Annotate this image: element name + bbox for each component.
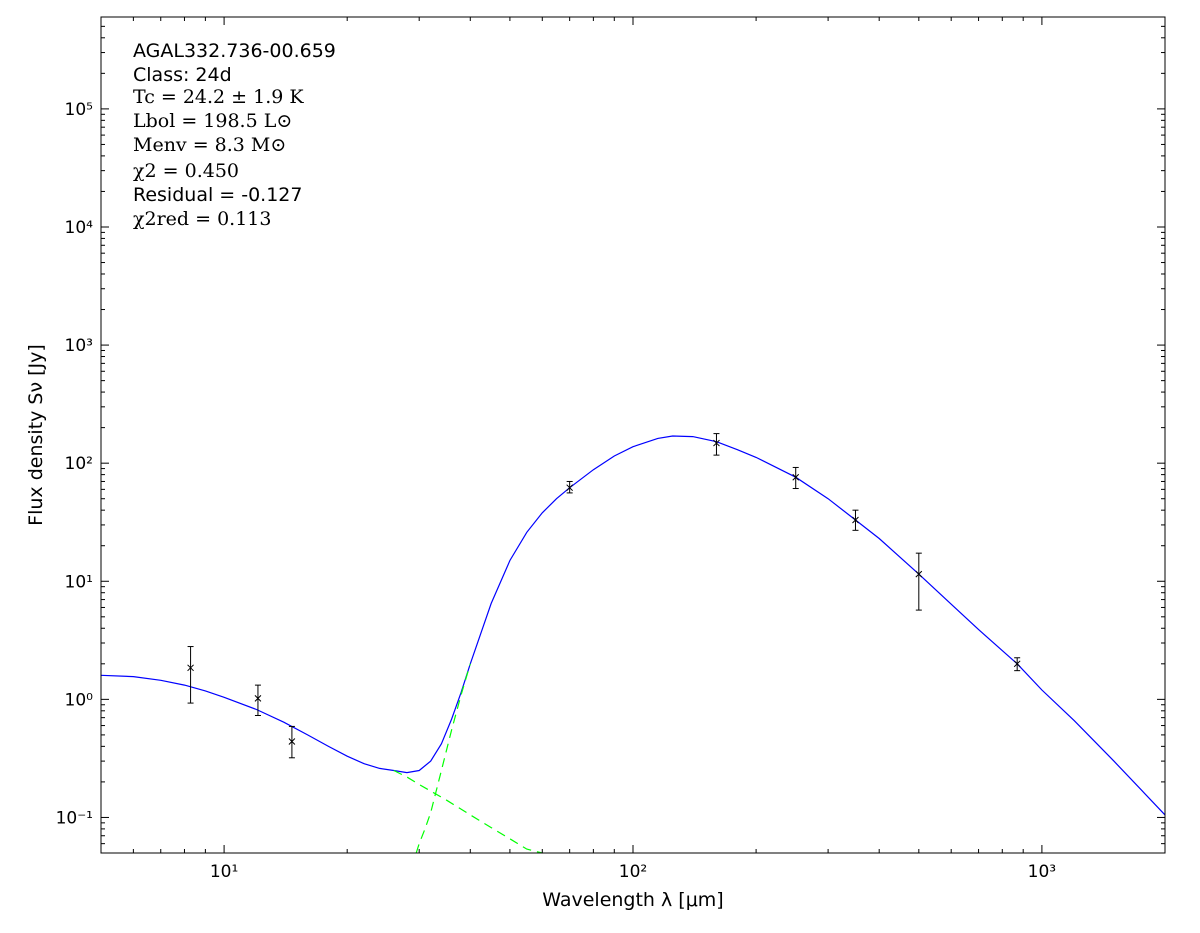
source-name: AGAL332.736-00.659 <box>133 40 336 62</box>
data-marker <box>288 738 296 745</box>
data-marker <box>187 664 194 672</box>
y-tick-label: 10⁵ <box>65 100 93 120</box>
data-marker <box>852 516 859 524</box>
class-label: Class: 24d <box>133 64 232 86</box>
data-marker <box>1013 660 1021 668</box>
y-axis-label: Flux density Sν [Jy] <box>25 344 47 526</box>
data-point <box>566 480 574 494</box>
y-tick-label: 10³ <box>65 336 93 356</box>
data-marker <box>566 484 574 492</box>
x-tick-label: 10³ <box>1028 862 1056 882</box>
axis-ticks: 10¹ 10² 10³ 10⁻¹ 10⁰ 10¹ 10² 10³ 10⁴ 10⁵ <box>56 16 1166 882</box>
x-tick-label: 10¹ <box>210 862 238 882</box>
y-tick-label: 10¹ <box>65 572 93 592</box>
component-curve-1 <box>393 769 543 854</box>
data-point <box>254 684 262 716</box>
data-layer <box>100 433 1166 854</box>
residual-annotation: Residual = -0.127 <box>133 184 303 206</box>
chi2-annotation: χ2 = 0.450 <box>133 160 239 182</box>
data-marker <box>792 473 800 481</box>
menv-annotation: Menv = 8.3 M⊙ <box>133 134 287 156</box>
data-marker <box>254 694 262 702</box>
data-point <box>713 433 720 456</box>
data-marker <box>915 570 923 578</box>
data-point <box>915 552 923 611</box>
data-point <box>792 466 800 490</box>
data-marker <box>713 439 720 447</box>
axes-frame <box>100 16 1166 854</box>
data-point <box>187 646 194 704</box>
total-model-curve <box>100 435 1166 816</box>
data-point <box>852 509 859 531</box>
y-tick-label: 10⁴ <box>65 218 94 238</box>
component-curve-2 <box>415 663 471 854</box>
tc-annotation: Tc = 24.2 ± 1.9 K <box>133 86 304 108</box>
x-axis-label: Wavelength λ [μm] <box>542 889 723 911</box>
chi2-red-annotation: χ2red = 0.113 <box>133 208 272 230</box>
data-point <box>1013 657 1021 672</box>
y-tick-label: 10⁰ <box>65 690 94 710</box>
y-tick-label: 10⁻¹ <box>56 808 93 828</box>
data-point <box>288 725 296 759</box>
y-tick-label: 10² <box>65 454 93 474</box>
x-tick-label: 10² <box>619 862 647 882</box>
lbol-annotation: Lbol = 198.5 L⊙ <box>133 110 293 132</box>
